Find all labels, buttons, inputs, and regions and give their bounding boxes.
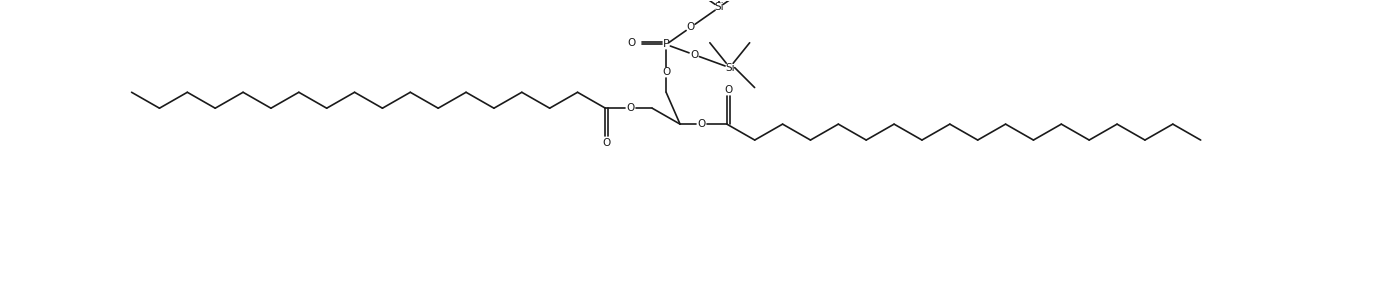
Text: O: O [603,137,612,147]
Text: O: O [662,67,670,77]
Text: P: P [663,40,670,50]
Text: Si: Si [714,2,724,12]
Text: O: O [698,119,706,129]
Text: O: O [626,103,634,113]
Text: O: O [689,50,698,60]
Text: O: O [724,85,733,95]
Text: Si: Si [726,63,734,73]
Text: O: O [627,38,635,48]
Text: O: O [687,22,695,32]
